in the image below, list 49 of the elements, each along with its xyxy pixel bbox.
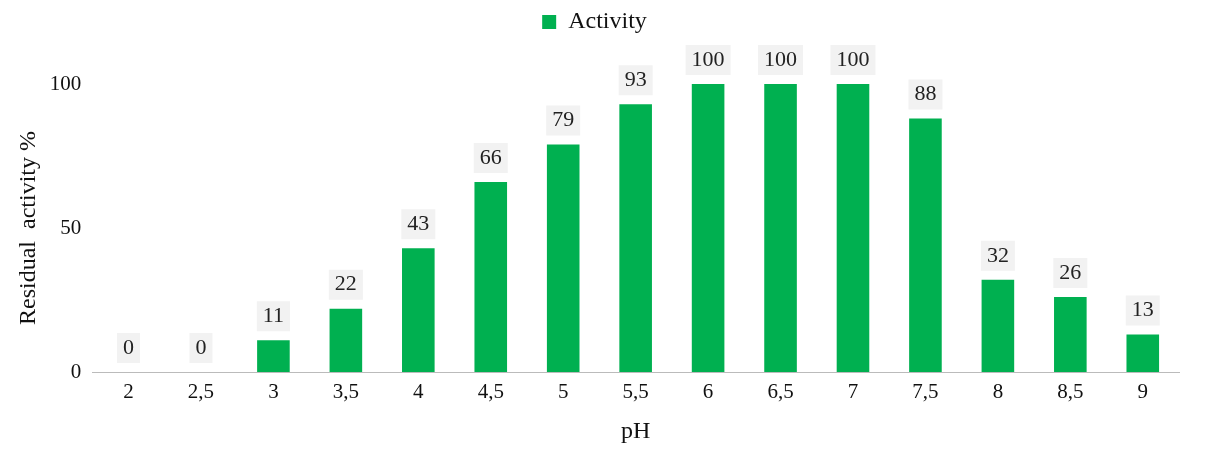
bar — [909, 118, 942, 372]
x-tick-label: 3 — [268, 379, 279, 404]
bar — [691, 84, 725, 372]
x-axis-title: pH — [620, 416, 651, 443]
data-label: 32 — [986, 241, 1009, 267]
bar — [546, 144, 580, 372]
y-tick-label: 50 — [60, 214, 82, 239]
x-tick-label: 4 — [413, 379, 425, 404]
x-tick-label: 7 — [847, 379, 859, 404]
y-tick-label: 0 — [70, 358, 82, 383]
x-tick-label: 4,5 — [477, 379, 504, 404]
x-tick-label: 3,5 — [332, 379, 359, 404]
data-label: 13 — [1131, 296, 1154, 322]
bar — [981, 279, 1015, 372]
bar — [329, 308, 363, 372]
data-label: 93 — [624, 65, 647, 91]
bar — [764, 84, 797, 372]
y-axis-title: Residual activity % — [13, 131, 40, 325]
x-tick-label: 6 — [702, 379, 714, 404]
bar — [836, 84, 870, 372]
x-tick-label: 7,5 — [912, 379, 939, 404]
data-label: 43 — [407, 209, 430, 235]
y-tick-label: 100 — [49, 70, 82, 95]
data-label: 100 — [764, 45, 798, 71]
data-label: 88 — [914, 80, 937, 106]
x-tick-label: 2 — [123, 379, 134, 404]
bar — [1054, 297, 1087, 372]
x-tick-label: 5 — [557, 379, 569, 404]
legend-label: Activity — [568, 7, 647, 34]
data-label: 0 — [195, 333, 207, 359]
data-label: 66 — [479, 143, 502, 169]
x-tick-label: 2,5 — [187, 379, 215, 404]
x-tick-label: 8 — [992, 379, 1004, 404]
x-tick-label: 9 — [1137, 379, 1149, 404]
data-label: 100 — [691, 45, 725, 71]
x-tick-label: 6,5 — [767, 379, 794, 404]
x-tick-label: 8,5 — [1057, 379, 1084, 404]
data-label: 22 — [334, 270, 357, 296]
bar — [257, 340, 290, 372]
data-label: 11 — [262, 302, 285, 328]
x-tick-label: 5,5 — [622, 379, 649, 404]
data-label: 79 — [552, 106, 575, 132]
bar — [1126, 334, 1160, 372]
bar — [474, 181, 508, 372]
bar — [402, 248, 435, 372]
data-label: 0 — [123, 333, 135, 359]
bar — [619, 104, 652, 372]
data-label: 100 — [836, 45, 870, 71]
data-label: 26 — [1059, 258, 1082, 284]
